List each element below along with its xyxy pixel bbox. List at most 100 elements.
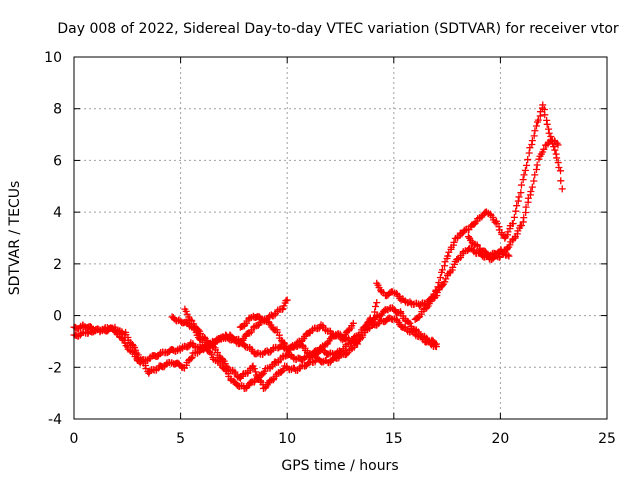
data-point-plus [555, 163, 563, 171]
data-point-plus [517, 181, 525, 189]
y-tick-label: 8 [53, 102, 62, 118]
data-point-plus [523, 161, 531, 169]
data-point-plus [436, 274, 444, 282]
x-tick-label: 5 [176, 431, 185, 447]
data-point-plus [543, 120, 551, 128]
data-point-plus [250, 365, 258, 373]
data-point-plus [524, 156, 532, 164]
data-point-plus [554, 159, 562, 167]
data-point-plus [528, 183, 536, 191]
data-point-plus [252, 368, 260, 376]
data-point-plus [520, 214, 528, 222]
data-point-plus [557, 167, 565, 175]
y-tick-label: 10 [44, 50, 62, 66]
data-point-plus [521, 166, 529, 174]
data-point-plus [517, 189, 525, 197]
x-tick-label: 15 [385, 431, 403, 447]
series-track-6 [373, 101, 566, 310]
grid-lines [74, 57, 607, 419]
data-point-plus [404, 318, 412, 326]
data-point-plus [464, 233, 472, 241]
data-point-plus [432, 343, 440, 351]
plot-frame [73, 56, 608, 420]
x-axis-label: GPS time / hours [281, 458, 398, 474]
data-point-plus [278, 306, 286, 314]
data-point-plus [545, 129, 553, 137]
series-track-10 [464, 233, 513, 261]
data-point-plus [541, 111, 549, 119]
data-point-plus [530, 132, 538, 140]
y-tick-label: -2 [48, 360, 62, 376]
chart-title: Day 008 of 2022, Sidereal Day-to-day VTE… [57, 21, 619, 37]
data-point-plus [343, 350, 351, 358]
data-point-plus [208, 350, 216, 358]
data-point-plus [505, 252, 513, 260]
y-tick-label: 6 [53, 153, 62, 169]
data-points [70, 101, 566, 392]
data-point-plus [510, 213, 518, 221]
data-point-plus [450, 238, 458, 246]
data-point-plus [539, 101, 547, 109]
data-point-plus [532, 122, 540, 130]
data-point-plus [531, 171, 539, 179]
data-point-plus [517, 221, 525, 229]
data-point-plus [528, 137, 536, 145]
data-point-plus [118, 335, 126, 343]
series-track-4 [181, 299, 381, 392]
data-point-plus [349, 319, 357, 327]
data-point-plus [444, 252, 452, 260]
data-point-plus [557, 177, 565, 185]
data-point-plus [188, 353, 196, 361]
data-point-plus [371, 303, 379, 311]
data-point-plus [534, 116, 542, 124]
data-point-plus [509, 219, 517, 227]
data-point-plus [540, 145, 548, 153]
data-point-plus [354, 340, 362, 348]
data-point-plus [406, 319, 414, 327]
data-point-plus [513, 202, 521, 210]
data-point-plus [438, 266, 446, 274]
axis-ticks: 0 5 10 15 20 25 -4 -2 0 2 4 6 8 10 [44, 50, 616, 447]
data-point-plus [536, 108, 544, 116]
data-point-plus [504, 251, 512, 259]
data-point-plus [187, 355, 195, 363]
data-point-plus [219, 356, 227, 364]
data-point-plus [122, 342, 130, 350]
x-tick-label: 0 [70, 431, 79, 447]
data-point-plus [512, 207, 520, 215]
data-point-plus [185, 342, 193, 350]
x-tick-label: 20 [491, 431, 509, 447]
data-point-plus [503, 245, 511, 253]
data-point-plus [515, 193, 523, 201]
data-point-plus [551, 146, 559, 154]
data-point-plus [533, 161, 541, 169]
data-point-plus [527, 188, 535, 196]
series-track-9 [411, 136, 562, 323]
data-point-plus [373, 299, 381, 307]
y-tick-label: 2 [53, 257, 62, 273]
data-point-plus [283, 296, 291, 304]
data-point-plus [553, 154, 561, 162]
y-axis-label: SDTVAR / TECUs [7, 181, 23, 296]
x-tick-label: 10 [278, 431, 296, 447]
y-tick-label: 0 [53, 309, 62, 325]
data-point-plus [194, 326, 202, 334]
data-point-plus [315, 324, 323, 332]
series-track-5 [236, 312, 362, 360]
data-point-plus [531, 127, 539, 135]
data-point-plus [514, 197, 522, 205]
data-point-plus [522, 203, 530, 211]
series-track-8 [368, 314, 440, 351]
data-point-plus [438, 281, 446, 289]
data-point-plus [519, 176, 527, 184]
series-track-2 [70, 319, 357, 367]
y-tick-label: 4 [53, 205, 62, 221]
data-point-plus [530, 177, 538, 185]
data-point-plus [282, 342, 290, 350]
data-point-plus [282, 297, 290, 305]
data-point-plus [520, 171, 528, 179]
data-point-plus [558, 185, 566, 193]
y-tick-label: -4 [48, 412, 62, 428]
data-point-plus [550, 143, 558, 151]
